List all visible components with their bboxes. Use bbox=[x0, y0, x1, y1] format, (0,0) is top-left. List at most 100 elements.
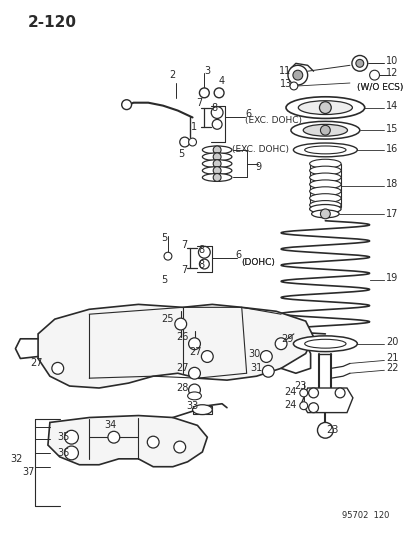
Text: 36: 36 bbox=[57, 448, 69, 458]
Circle shape bbox=[198, 246, 210, 258]
Ellipse shape bbox=[290, 122, 359, 139]
Text: 10: 10 bbox=[385, 56, 398, 67]
Ellipse shape bbox=[309, 187, 340, 196]
Text: 21: 21 bbox=[385, 353, 398, 364]
Circle shape bbox=[188, 138, 196, 146]
Text: 33: 33 bbox=[186, 401, 198, 411]
Text: 30: 30 bbox=[248, 349, 260, 359]
Text: 13: 13 bbox=[280, 79, 292, 89]
Text: 27: 27 bbox=[189, 346, 201, 357]
Circle shape bbox=[64, 430, 78, 444]
Circle shape bbox=[212, 119, 221, 130]
Text: 12: 12 bbox=[385, 68, 398, 78]
Text: 7: 7 bbox=[181, 240, 188, 251]
Circle shape bbox=[213, 174, 221, 181]
Text: 16: 16 bbox=[385, 144, 398, 154]
Text: 11: 11 bbox=[278, 66, 291, 76]
Ellipse shape bbox=[304, 340, 345, 348]
Ellipse shape bbox=[293, 336, 356, 352]
Circle shape bbox=[320, 209, 330, 219]
Text: 27: 27 bbox=[31, 358, 43, 368]
Circle shape bbox=[52, 362, 64, 374]
Circle shape bbox=[299, 389, 307, 397]
Text: 7: 7 bbox=[181, 265, 188, 275]
Circle shape bbox=[108, 431, 119, 443]
Circle shape bbox=[289, 82, 297, 90]
Circle shape bbox=[121, 100, 131, 110]
Circle shape bbox=[64, 446, 78, 460]
Text: 3: 3 bbox=[204, 66, 210, 76]
Circle shape bbox=[174, 318, 186, 330]
Circle shape bbox=[317, 423, 332, 438]
Text: 15: 15 bbox=[385, 124, 398, 134]
Circle shape bbox=[213, 160, 221, 167]
Text: (W/O ECS): (W/O ECS) bbox=[356, 84, 402, 92]
Circle shape bbox=[213, 146, 221, 154]
Text: 2: 2 bbox=[169, 70, 176, 80]
Circle shape bbox=[214, 88, 223, 98]
Polygon shape bbox=[48, 416, 207, 467]
Text: 20: 20 bbox=[385, 337, 398, 347]
Polygon shape bbox=[38, 304, 313, 388]
Text: 18: 18 bbox=[385, 179, 398, 189]
Text: 31: 31 bbox=[250, 364, 262, 373]
Text: 37: 37 bbox=[23, 466, 35, 477]
Circle shape bbox=[351, 55, 367, 71]
Text: 29: 29 bbox=[280, 334, 292, 344]
Text: (DOHC): (DOHC) bbox=[240, 257, 274, 266]
Circle shape bbox=[147, 436, 159, 448]
Ellipse shape bbox=[187, 392, 201, 400]
Circle shape bbox=[173, 441, 185, 453]
Ellipse shape bbox=[302, 124, 347, 136]
Text: 22: 22 bbox=[385, 364, 398, 373]
Ellipse shape bbox=[309, 193, 340, 203]
Circle shape bbox=[199, 259, 209, 269]
Ellipse shape bbox=[309, 173, 340, 182]
Text: 34: 34 bbox=[104, 421, 117, 430]
Circle shape bbox=[260, 351, 272, 362]
Text: 19: 19 bbox=[385, 273, 398, 283]
Ellipse shape bbox=[293, 143, 356, 157]
Ellipse shape bbox=[202, 167, 231, 174]
Text: 4: 4 bbox=[218, 76, 225, 86]
Circle shape bbox=[275, 338, 286, 350]
Text: 17: 17 bbox=[385, 209, 398, 219]
Text: 8: 8 bbox=[211, 103, 217, 112]
Text: 24: 24 bbox=[284, 400, 297, 410]
Text: 6: 6 bbox=[235, 250, 241, 260]
Text: 14: 14 bbox=[385, 101, 398, 111]
Ellipse shape bbox=[202, 174, 231, 181]
Circle shape bbox=[188, 367, 200, 379]
Text: 5: 5 bbox=[161, 275, 167, 285]
Ellipse shape bbox=[309, 200, 340, 209]
Circle shape bbox=[199, 88, 209, 98]
Text: 26: 26 bbox=[176, 332, 188, 342]
Circle shape bbox=[179, 137, 189, 147]
Text: 6: 6 bbox=[245, 109, 251, 119]
Circle shape bbox=[213, 153, 221, 161]
Circle shape bbox=[308, 388, 318, 398]
Text: 2-120: 2-120 bbox=[28, 14, 77, 29]
Text: (EXC. DOHC): (EXC. DOHC) bbox=[231, 146, 288, 155]
Circle shape bbox=[292, 70, 302, 80]
Ellipse shape bbox=[309, 166, 340, 175]
Text: (W/O ECS): (W/O ECS) bbox=[356, 84, 402, 92]
Text: 5: 5 bbox=[161, 233, 167, 244]
Ellipse shape bbox=[285, 97, 364, 118]
Text: (EXC. DOHC): (EXC. DOHC) bbox=[244, 116, 301, 125]
Polygon shape bbox=[301, 388, 352, 413]
Circle shape bbox=[319, 102, 330, 114]
Text: 9: 9 bbox=[255, 161, 261, 172]
Ellipse shape bbox=[298, 101, 351, 115]
Ellipse shape bbox=[304, 146, 345, 154]
Ellipse shape bbox=[311, 210, 338, 218]
Text: 35: 35 bbox=[57, 432, 69, 442]
Ellipse shape bbox=[202, 146, 231, 154]
Circle shape bbox=[308, 403, 318, 413]
Ellipse shape bbox=[309, 205, 340, 213]
Circle shape bbox=[262, 366, 273, 377]
Circle shape bbox=[287, 66, 307, 85]
Ellipse shape bbox=[309, 159, 340, 168]
Text: 25: 25 bbox=[161, 314, 174, 324]
Text: 7: 7 bbox=[196, 98, 202, 108]
